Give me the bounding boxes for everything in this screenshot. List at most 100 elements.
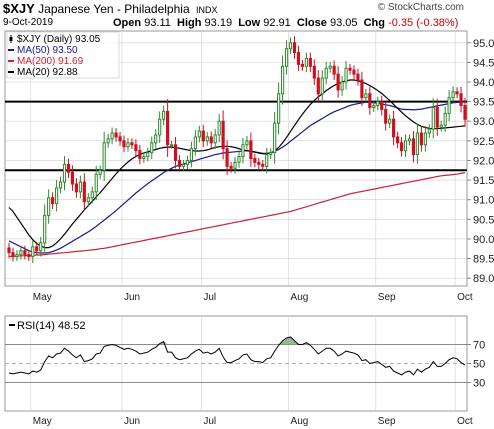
exchange: INDX [195,5,218,15]
candle-body [407,138,412,142]
candle-body [31,246,35,258]
candle-body [443,112,447,126]
candle-body [419,132,423,146]
candle-body [150,142,154,154]
candle-body [185,159,190,165]
candle-body [360,79,364,99]
candle-body [340,81,344,91]
chg-label: Chg [363,17,385,29]
price-tick-label: 93.0 [473,116,494,128]
ma-line-ma50 [8,101,466,254]
high-label: High [177,17,202,29]
candle-body [70,171,75,185]
candle-body [316,77,320,95]
candle-body [451,91,455,99]
candle-body [308,57,312,67]
candle-body [122,140,126,148]
x-tick-label-top: Aug [291,292,309,303]
candle-body [447,97,451,114]
x-tick-label-bottom: Jun [124,416,140,427]
candle-body [352,69,356,75]
legend-background [6,31,120,79]
candle-body [265,154,269,167]
candle-body [209,136,213,144]
candle-body [169,144,174,147]
candle-body [312,65,316,79]
candle-body [328,65,332,69]
candle-body [368,93,372,109]
candle-body [62,163,67,183]
candle-body [7,247,11,254]
candle-body [201,130,205,142]
price-tick-label: 91.0 [473,195,494,207]
candle-body [11,252,15,258]
price-tick-label: 95.0 [473,38,494,50]
candle-body [225,148,229,167]
low-label: Low [238,17,261,29]
candle-body [213,134,217,144]
candle-body [269,152,273,156]
candle-body [233,161,237,169]
copyright: © StockCharts.com [377,2,464,13]
chart-date: 9-Oct-2019 [3,17,54,28]
legend-entry: MA(50) 93.50 [17,45,78,56]
candle-body [23,250,27,256]
candle-body [43,214,47,244]
close-label: Close [296,17,327,29]
x-tick-label-top: Jun [124,292,140,303]
candle-body [415,132,420,156]
candle-body [15,254,19,258]
candle-body [94,173,98,193]
price-tick-label: 89.5 [473,254,494,266]
candle-body [320,77,324,95]
x-tick-label-bottom: Oct [457,416,473,427]
candle-body [288,42,293,50]
candle-body [411,138,416,156]
candle-body [146,152,150,158]
ma-line-ma20 [8,79,466,249]
candle-body [118,136,122,142]
candle-body [35,246,39,252]
candle-body [162,110,166,120]
candle-body [459,93,463,107]
candle-body [221,120,225,150]
candle-body [78,181,82,193]
candle-body [380,101,384,110]
price-tick-label: 89.0 [473,273,494,285]
candle-body [455,91,459,95]
candle-body [74,183,78,193]
candle-body [403,140,408,152]
candle-body [114,132,118,138]
candle-body [427,128,431,134]
low-value: 92.91 [263,17,291,29]
candle-body [126,142,130,148]
rsi-tick-label: 70 [473,340,485,352]
candle-body [134,144,138,152]
open-label: Open [113,17,142,29]
candle-body [39,242,43,252]
price-tick-label: 93.5 [473,97,494,109]
x-tick-label-bottom: Sep [378,416,396,427]
x-tick-label-top: Jul [203,292,216,303]
x-tick-label-bottom: Jul [203,416,216,427]
candle-body [423,132,427,146]
candle-body [166,110,170,146]
candle-body [86,197,90,203]
close-value: 93.05 [329,17,358,29]
chart-header-title: $XJY Japanese Yen - Philadelphia INDX [3,1,217,16]
candle-body [364,93,368,99]
candle-body [296,52,301,65]
rsi-tick-label: 30 [473,378,485,390]
ohlc-readout: Open 93.11 High 93.19 Low 92.91 Close 93… [113,17,458,29]
candle-body [435,107,439,128]
candle-body [189,148,193,161]
candle-body [241,144,245,158]
candle-body [154,134,158,144]
rsi-label-background [7,318,87,332]
candle-body [439,124,443,128]
price-tick-label: 94.0 [473,77,494,89]
open-value: 93.11 [144,17,171,29]
candle-body [110,132,114,140]
symbol: $XJY [3,1,35,16]
candle-body [336,73,340,91]
